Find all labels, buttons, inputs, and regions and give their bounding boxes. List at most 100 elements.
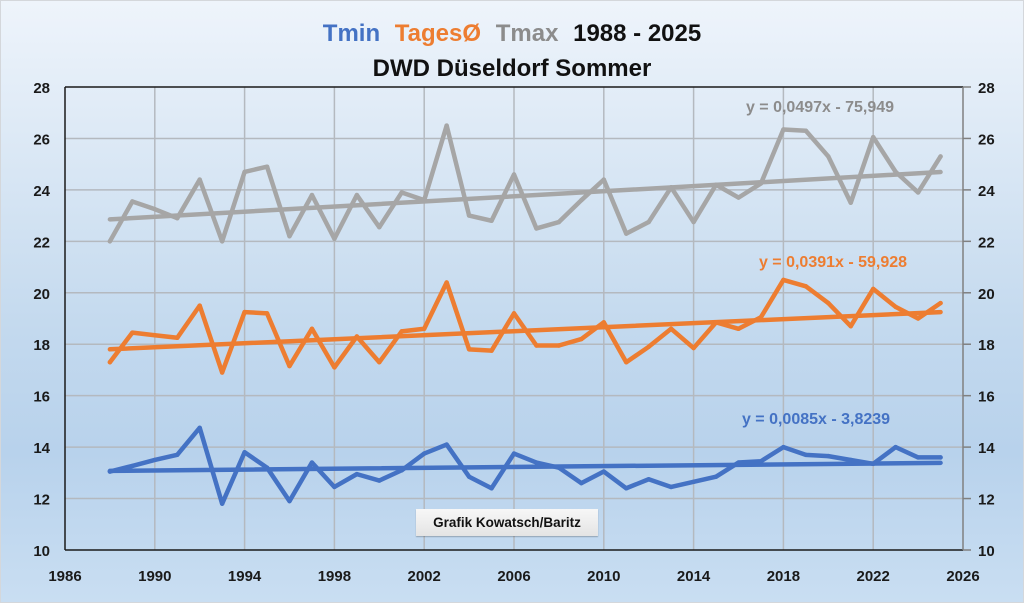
- title-tagesmittel: TagesØ: [395, 20, 481, 47]
- data-point: [107, 469, 113, 474]
- data-point: [354, 471, 360, 477]
- series-line: [107, 425, 943, 506]
- y-tick-label-left: 24: [33, 183, 50, 200]
- data-point: [601, 469, 606, 474]
- data-point: [422, 451, 427, 456]
- trend-equation-0: y = 0,0497x - 75,949: [746, 99, 894, 116]
- data-point: [848, 324, 853, 329]
- series-tages: [107, 277, 943, 375]
- data-point: [871, 461, 876, 467]
- y-tick-label-left: 20: [33, 286, 50, 303]
- data-point: [781, 277, 786, 283]
- data-point: [668, 185, 674, 190]
- series-tmin: [107, 425, 943, 506]
- data-point: [556, 343, 562, 348]
- x-tick-label: 2010: [587, 568, 620, 585]
- y-tick-label-left: 10: [33, 543, 50, 560]
- y-tick-label-left: 12: [33, 492, 50, 509]
- data-point: [871, 134, 876, 140]
- data-point: [175, 215, 180, 221]
- y-tick-label-right: 24: [978, 183, 995, 200]
- data-point: [219, 501, 225, 506]
- data-point: [624, 486, 629, 491]
- data-point: [422, 326, 427, 331]
- y-tick-label-left: 26: [33, 131, 50, 148]
- data-point: [332, 365, 337, 370]
- trend-equation-2: y = 0,0085x - 3,8239: [742, 411, 890, 428]
- data-point: [668, 484, 674, 490]
- data-point: [489, 348, 494, 353]
- data-point: [287, 498, 292, 504]
- data-point: [175, 452, 180, 458]
- data-point: [826, 300, 831, 306]
- x-tick-label: 2006: [497, 568, 530, 585]
- data-point: [444, 280, 449, 285]
- y-tick-label-right: 18: [978, 337, 995, 354]
- data-series: [107, 123, 943, 506]
- data-point: [668, 326, 674, 331]
- data-point: [758, 459, 764, 464]
- data-point: [332, 236, 337, 241]
- data-point: [264, 311, 270, 316]
- data-point: [152, 457, 157, 463]
- data-point: [938, 300, 943, 306]
- data-point: [938, 154, 943, 159]
- data-point: [309, 192, 315, 198]
- data-point: [444, 123, 449, 128]
- data-point: [107, 239, 113, 244]
- data-point: [130, 463, 135, 469]
- data-point: [534, 460, 539, 465]
- data-point: [197, 303, 202, 308]
- data-point: [713, 182, 719, 187]
- x-tick-label: 2014: [677, 568, 711, 585]
- series-line: [107, 123, 943, 244]
- credit-label: Grafik Kowatsch/Baritz: [416, 509, 598, 536]
- x-tick-label: 1994: [228, 568, 262, 585]
- data-point: [556, 465, 562, 470]
- y-tick-label-left: 28: [33, 80, 50, 97]
- data-point: [915, 316, 921, 321]
- data-point: [646, 477, 651, 482]
- data-point: [893, 444, 898, 450]
- title-years: 1988 - 2025: [573, 20, 701, 47]
- data-point: [803, 128, 809, 133]
- data-point: [399, 468, 404, 473]
- data-point: [130, 330, 135, 335]
- data-point: [489, 486, 494, 491]
- data-point: [242, 169, 247, 175]
- data-point: [264, 465, 270, 470]
- data-point: [579, 336, 584, 342]
- data-point: [803, 452, 809, 458]
- data-point: [377, 224, 382, 230]
- x-tick-label: 1990: [138, 568, 171, 585]
- data-point: [309, 460, 315, 465]
- x-tick-label: 2018: [767, 568, 800, 585]
- data-point: [556, 219, 562, 225]
- x-tick-label: 2022: [857, 568, 890, 585]
- data-point: [893, 304, 898, 310]
- data-point: [152, 333, 157, 338]
- data-point: [444, 442, 449, 447]
- data-point: [601, 320, 606, 325]
- data-point: [466, 474, 472, 479]
- data-point: [758, 315, 764, 320]
- axes: [64, 86, 971, 551]
- data-point: [915, 190, 921, 195]
- data-point: [399, 329, 404, 334]
- y-tick-label-right: 26: [978, 131, 995, 148]
- data-point: [758, 181, 764, 186]
- data-point: [175, 335, 180, 340]
- y-tick-label-right: 14: [978, 440, 995, 457]
- data-point: [646, 219, 651, 225]
- data-point: [466, 347, 472, 352]
- data-point: [309, 326, 315, 331]
- data-point: [422, 197, 427, 203]
- data-point: [736, 326, 741, 331]
- data-point: [197, 425, 202, 431]
- data-point: [354, 334, 360, 339]
- data-point: [219, 239, 225, 244]
- y-tick-label-right: 20: [978, 286, 995, 303]
- data-point: [242, 450, 247, 455]
- trendline-2: [107, 460, 943, 474]
